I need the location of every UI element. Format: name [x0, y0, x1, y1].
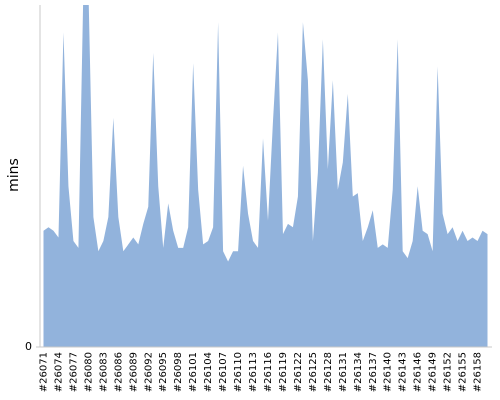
x-tick-label: #26071: [38, 352, 49, 392]
x-tick-label: #26122: [293, 352, 304, 392]
x-tick-label: #26146: [413, 352, 424, 392]
x-tick-label: #26113: [248, 352, 259, 392]
x-tick-label: #26089: [128, 352, 139, 392]
x-tick-label: #26083: [98, 352, 109, 392]
x-tick-label: #26155: [458, 352, 469, 392]
x-tick-label: #26092: [143, 352, 154, 392]
x-tick-label: #26140: [383, 352, 394, 392]
x-tick-label: #26149: [428, 352, 439, 392]
x-tick-label: #26107: [218, 352, 229, 392]
x-tick-label: #26110: [233, 352, 244, 392]
x-tick-label: #26080: [83, 352, 94, 392]
x-tick-label: #26095: [158, 352, 169, 392]
x-tick-label: #26137: [368, 352, 379, 392]
x-tick-label: #26074: [53, 352, 64, 392]
x-tick-label: #26131: [338, 352, 349, 392]
x-tick-label: #26101: [188, 352, 199, 392]
y-axis-label: mins: [6, 158, 22, 192]
x-tick-label: #26077: [68, 352, 79, 392]
x-tick-label: #26098: [173, 352, 184, 392]
x-tick-label: #26125: [308, 352, 319, 392]
x-tick-label: #26152: [443, 352, 454, 392]
x-tick-label: #26143: [398, 352, 409, 392]
x-tick-label: #26104: [203, 352, 214, 392]
x-tick-label: #26086: [113, 352, 124, 392]
x-tick-label: #26116: [263, 352, 274, 392]
x-tick-label: #26134: [353, 352, 364, 392]
x-tick-label: #26128: [323, 352, 334, 392]
y-tick-label: 0: [25, 340, 32, 353]
area: [43, 5, 488, 347]
x-tick-label: #26119: [278, 352, 289, 392]
x-tick-label: #26158: [473, 352, 484, 392]
